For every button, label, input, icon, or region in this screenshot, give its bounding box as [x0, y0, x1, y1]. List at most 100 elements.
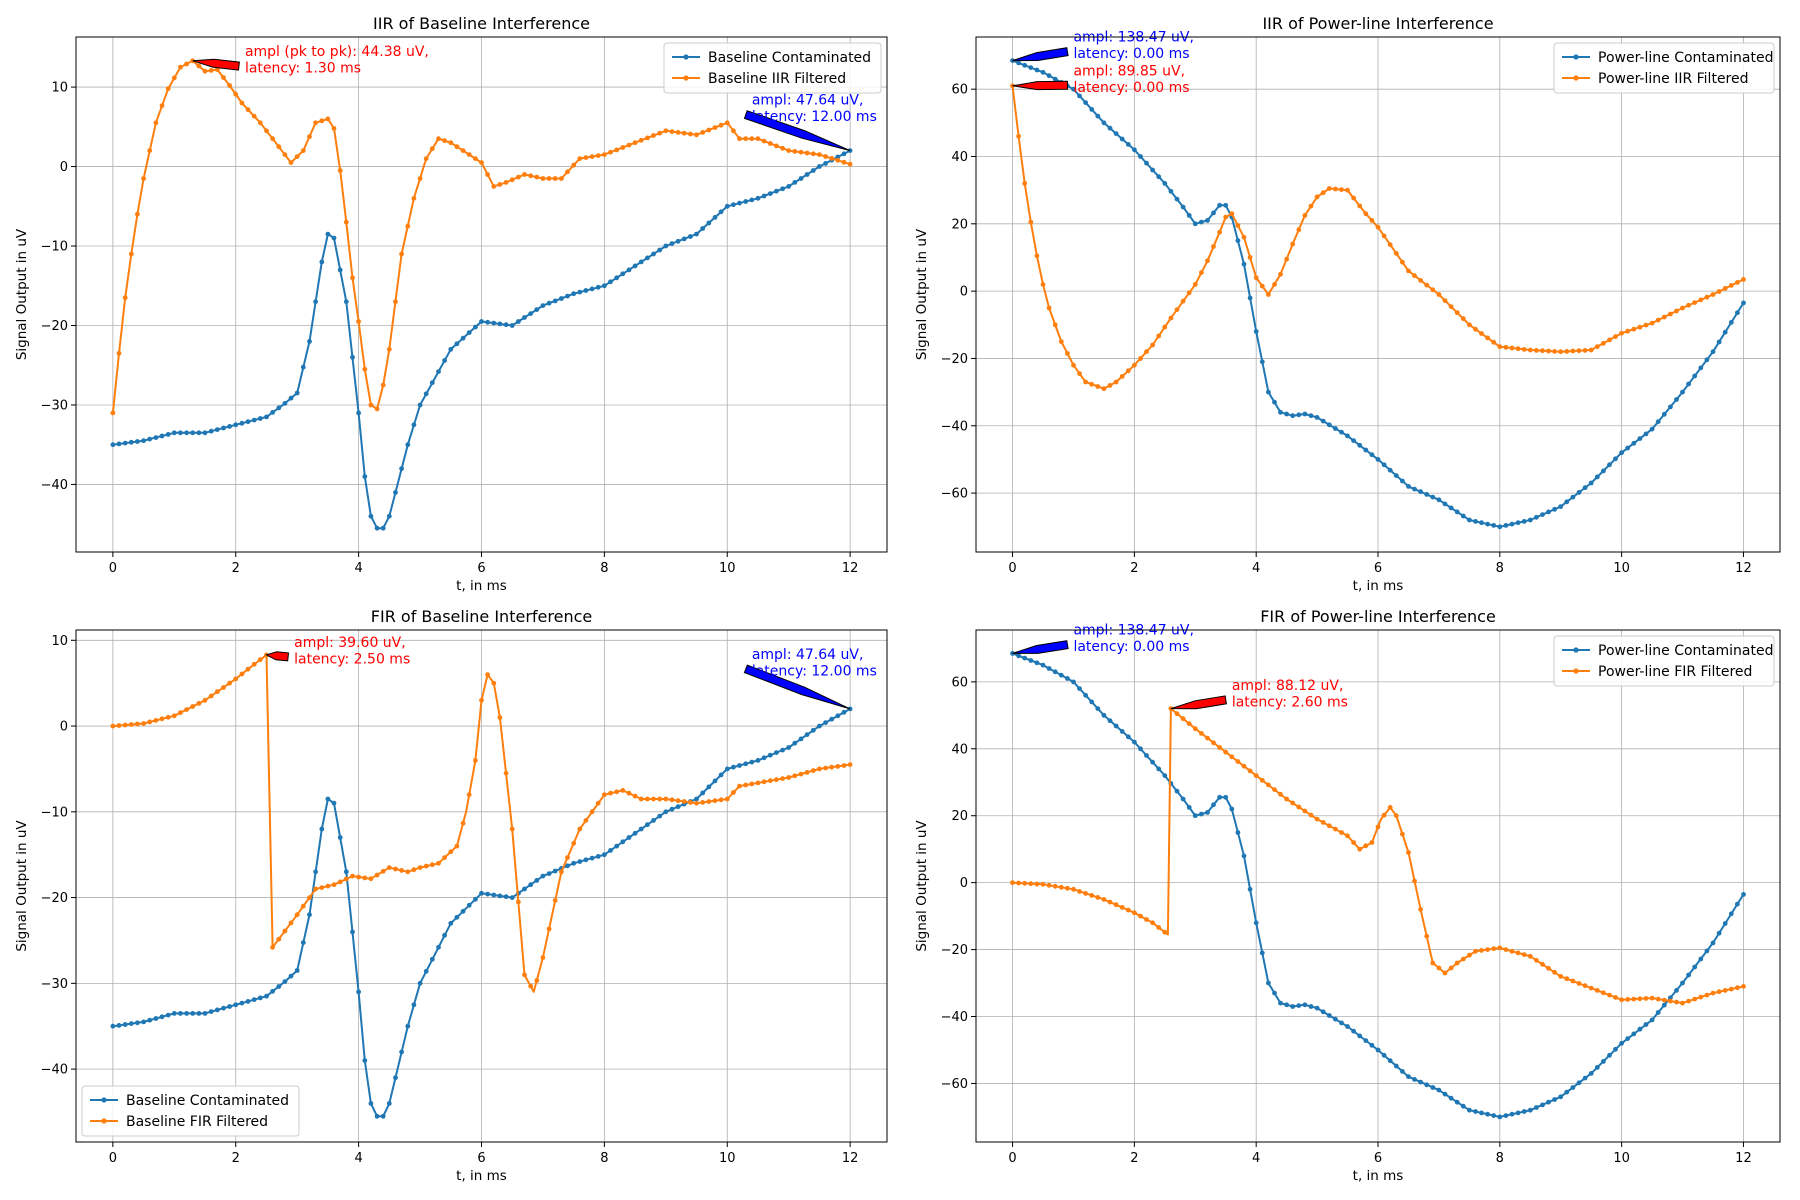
y-tick-label: −40 [941, 419, 968, 434]
data-point [1229, 806, 1235, 812]
data-point [786, 775, 792, 780]
data-point [436, 860, 441, 866]
data-point [602, 152, 607, 158]
data-point [1540, 1102, 1545, 1108]
data-point [694, 800, 699, 806]
data-point [1741, 984, 1746, 989]
data-point [552, 868, 558, 874]
data-point [577, 156, 583, 162]
data-point [731, 128, 736, 134]
data-point [1284, 411, 1289, 417]
data-point [245, 999, 251, 1004]
data-point [1473, 1109, 1478, 1114]
data-point [1680, 389, 1685, 395]
data-point [159, 433, 165, 439]
data-point [1546, 509, 1551, 515]
data-point [1430, 494, 1436, 500]
data-point [165, 432, 171, 437]
data-point [221, 1005, 226, 1011]
data-point [694, 132, 699, 138]
data-point [1205, 735, 1210, 741]
data-point [540, 176, 546, 181]
data-point [1186, 290, 1192, 296]
data-point [1485, 947, 1490, 952]
data-point [1326, 186, 1332, 191]
data-point [485, 319, 490, 325]
data-point [798, 149, 804, 155]
data-point [1588, 985, 1594, 991]
data-point [669, 797, 675, 803]
data-point [1661, 1002, 1667, 1008]
data-point [1625, 1036, 1631, 1041]
data-point [706, 127, 712, 133]
data-point [337, 168, 343, 173]
data-point [393, 299, 398, 305]
data-point [731, 764, 736, 770]
data-point [509, 177, 515, 183]
data-point [1314, 816, 1320, 822]
data-point [1424, 933, 1430, 939]
data-point [810, 151, 816, 157]
data-point [343, 299, 349, 305]
data-point [1290, 241, 1296, 247]
data-point [264, 993, 269, 999]
data-point [516, 319, 521, 324]
data-point [1065, 885, 1070, 891]
data-point [1089, 107, 1095, 112]
data-point [393, 490, 398, 495]
x-tick-label: 12 [1735, 561, 1752, 576]
data-point [202, 430, 208, 436]
data-point [1022, 655, 1028, 661]
data-point [1199, 270, 1204, 275]
axes-frame [975, 36, 1781, 553]
y-tick-label: −20 [41, 891, 68, 906]
data-point [171, 75, 177, 81]
data-point [1643, 322, 1649, 328]
chart-title: IIR of Power-line Interference [1262, 14, 1493, 33]
data-point [1077, 889, 1082, 894]
data-point [147, 719, 153, 725]
series-2 [1010, 83, 1746, 392]
data-point [1527, 1107, 1533, 1113]
data-point [749, 781, 755, 787]
data-point [1138, 154, 1143, 159]
data-point [1728, 986, 1734, 992]
data-point [1418, 489, 1423, 495]
data-point [1266, 980, 1271, 986]
data-point [1113, 131, 1119, 137]
data-point [1363, 447, 1369, 453]
data-point [1095, 706, 1101, 711]
data-point [823, 720, 828, 725]
data-point [423, 156, 429, 162]
data-point [1436, 497, 1442, 503]
data-point [386, 865, 392, 870]
data-point [1022, 181, 1028, 186]
data-point [1412, 273, 1417, 279]
x-tick-label: 4 [354, 1151, 362, 1166]
annotation-text: ampl: 39.60 uV, latency: 2.50 ms [294, 635, 410, 668]
data-point [1077, 686, 1082, 691]
data-point [546, 300, 552, 306]
data-point [1034, 660, 1040, 666]
data-point [1497, 1114, 1503, 1120]
data-point [245, 666, 251, 672]
data-point [159, 1014, 165, 1020]
data-point [436, 369, 441, 374]
data-point [823, 154, 828, 159]
data-point [620, 271, 626, 277]
data-point [1485, 335, 1490, 341]
data-point [817, 164, 822, 169]
x-tick-label: 6 [477, 561, 485, 576]
data-point [190, 430, 196, 436]
data-point [454, 843, 460, 849]
data-point [638, 796, 644, 802]
data-point [780, 776, 785, 781]
data-point [1509, 345, 1515, 351]
data-point [1619, 450, 1624, 456]
data-point [1473, 326, 1478, 332]
data-point [1509, 521, 1515, 527]
data-point [1649, 1017, 1655, 1023]
data-point [718, 122, 724, 128]
data-point [294, 154, 300, 160]
